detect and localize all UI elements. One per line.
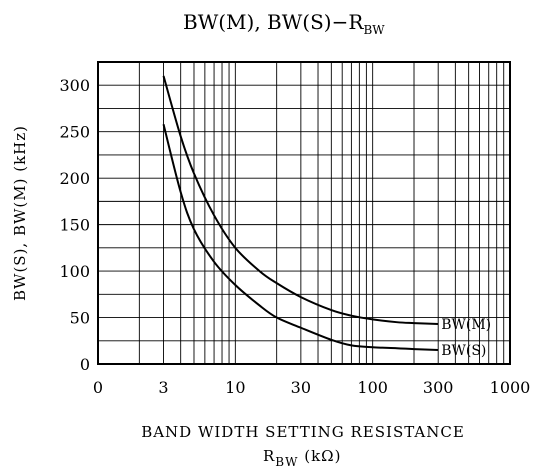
plot-frame (97, 61, 511, 365)
x-axis-label: BAND WIDTH SETTING RESISTANCE (141, 423, 465, 441)
chart-title-main: BW(M), BW(S)−R (183, 10, 364, 34)
x-tick-label: 0 (93, 378, 103, 397)
x-tick-label: 100 (357, 378, 388, 397)
y-axis-label: BW(S), BW(M) (kHz) (11, 125, 29, 301)
x-tick-label: 300 (423, 378, 454, 397)
x-axis-unit-label: RBW (kΩ) (263, 447, 341, 469)
x-tick-label: 10 (225, 378, 245, 397)
chart-title-sub: BW (363, 23, 385, 37)
y-tick-label: 50 (70, 309, 90, 328)
y-tick-label: 250 (59, 123, 90, 142)
y-tick-label: 0 (80, 355, 90, 374)
x-axis-unit-main: R (263, 447, 275, 465)
x-axis-unit-sub: BW (275, 455, 298, 469)
series-line-bw-s (162, 124, 439, 352)
y-tick-label: 150 (59, 216, 90, 235)
x-tick-labels: 0 3 10 30 100 300 1000 (93, 378, 530, 397)
x-axis-unit-text: (kΩ) (298, 447, 341, 465)
y-tick-label: 100 (59, 262, 90, 281)
x-tick-label: 30 (291, 378, 311, 397)
y-tick-label: 300 (59, 76, 90, 95)
x-tick-label: 1000 (490, 378, 531, 397)
series-label-bw-m: BW(M) (441, 317, 491, 333)
chart-curves (162, 75, 439, 352)
series-label-bw-s: BW(S) (441, 343, 486, 359)
chart-title: BW(M), BW(S)−RBW (183, 10, 385, 37)
series-line-bw-m (162, 75, 439, 326)
y-tick-label: 200 (59, 169, 90, 188)
y-tick-labels: 0 50 100 150 200 250 300 (59, 76, 90, 374)
series-labels: BW(M) BW(S) (441, 317, 491, 359)
x-tick-label: 3 (158, 378, 168, 397)
